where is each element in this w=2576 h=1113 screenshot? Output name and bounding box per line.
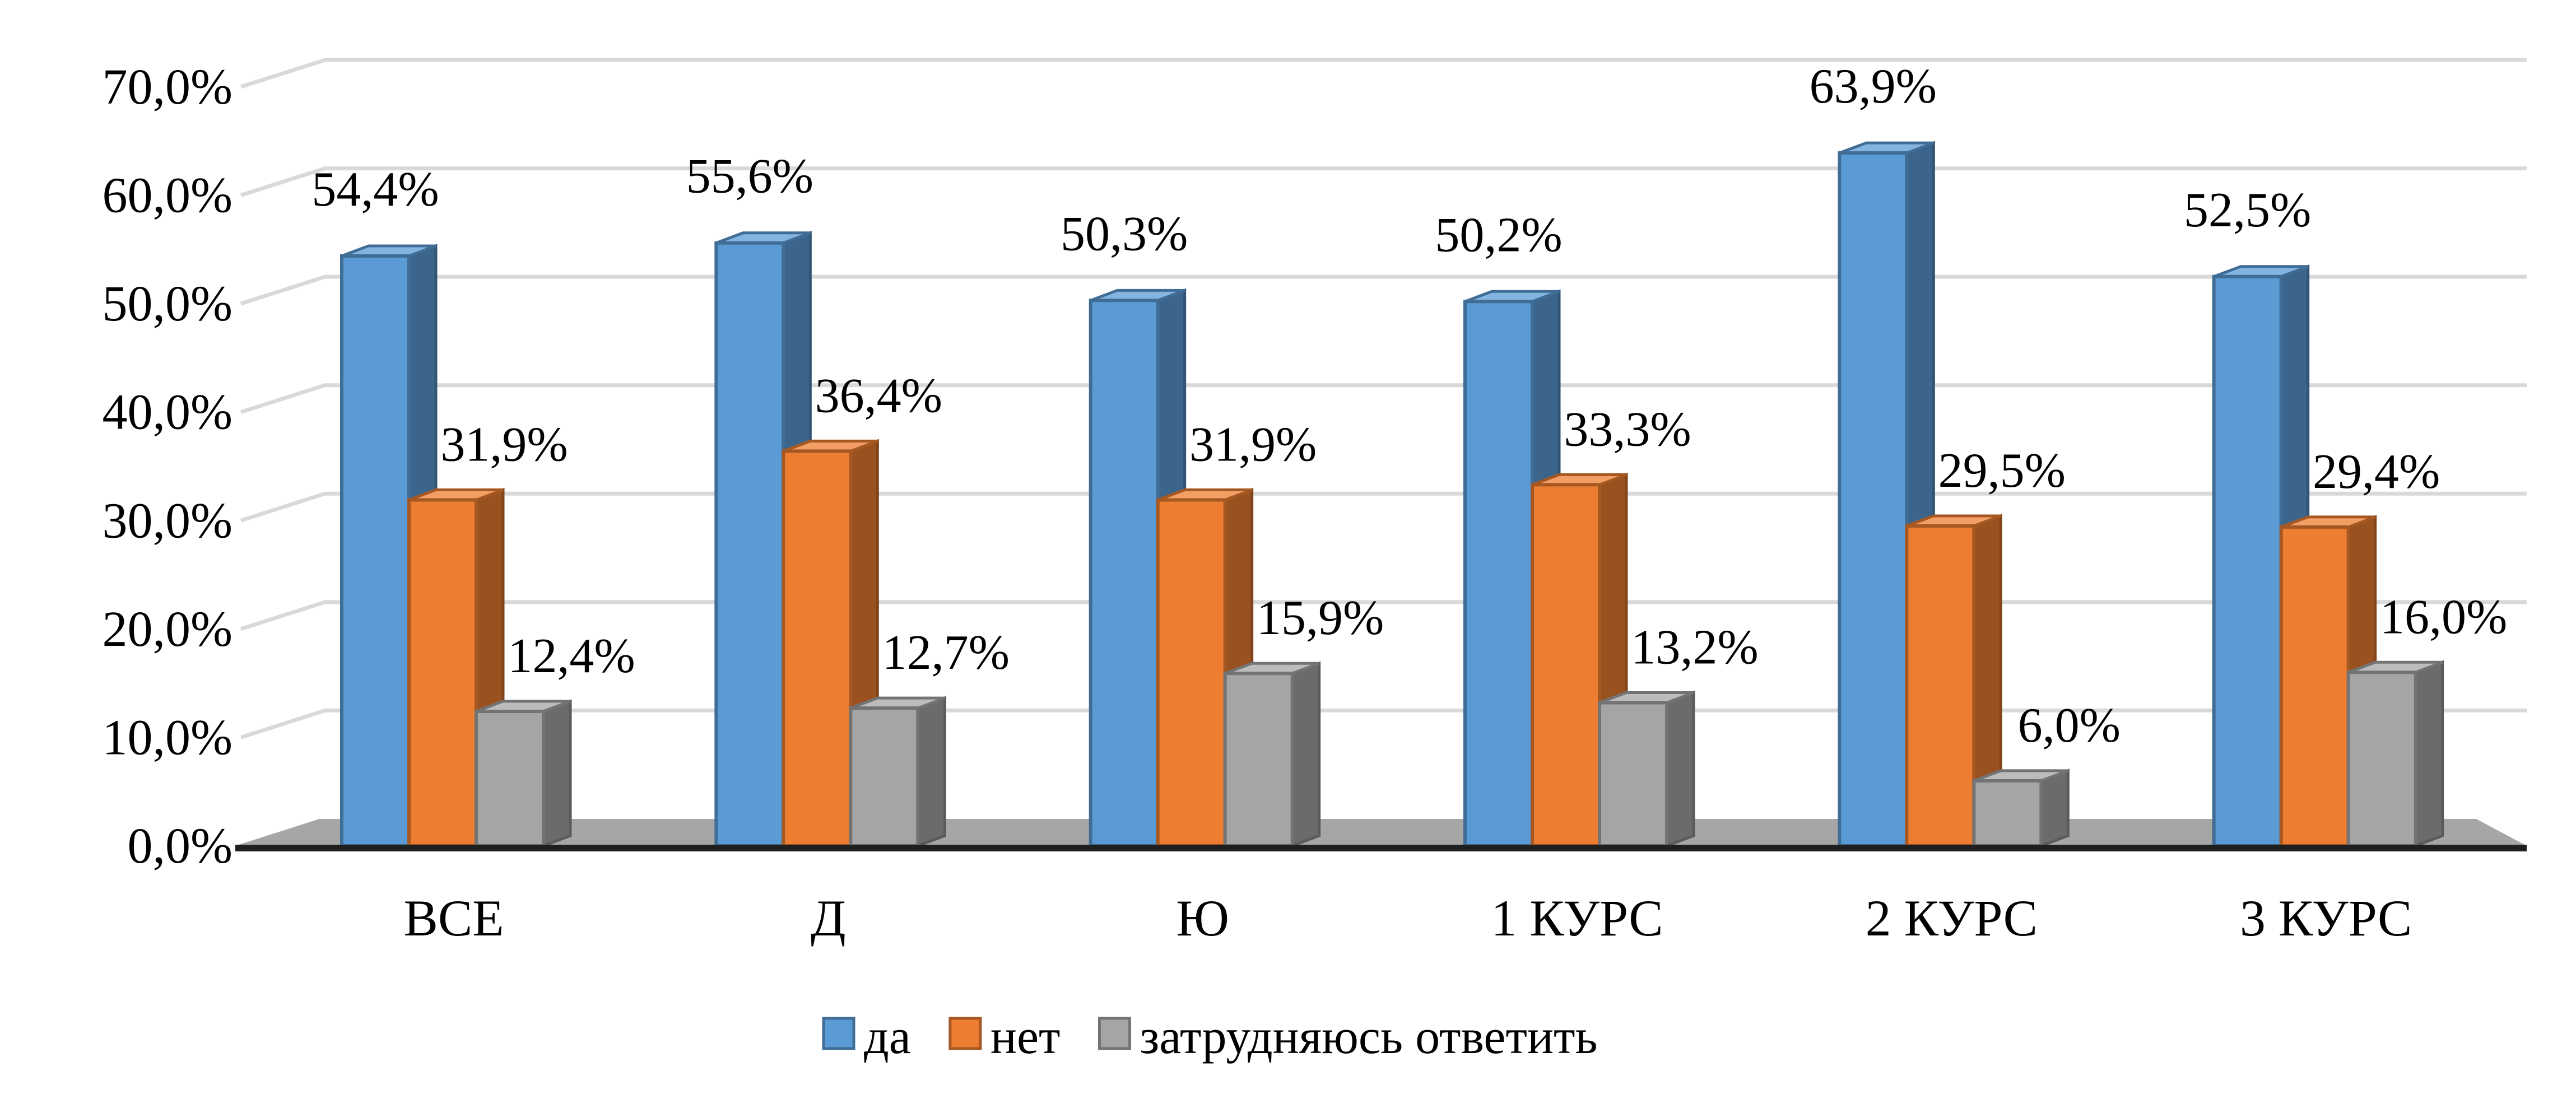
x-category-label: 3 КУРС <box>2240 890 2412 947</box>
data-labels-layer: 54,4% 31,9% 12,4% 55,6% 36,4% 12,7% 50,3% 31,9%… <box>311 59 2507 753</box>
data-label-1-6: 52,5% <box>2184 183 2311 237</box>
data-label-3-3: 15,9% <box>1257 591 1384 645</box>
data-label-1-5: 63,9% <box>1810 59 1937 114</box>
chart-floor-plane <box>235 819 2527 846</box>
y-tick-label: 30,0% <box>103 493 233 548</box>
x-category-label: Ю <box>1176 890 1229 947</box>
data-label-3-5: 6,0% <box>2018 698 2121 753</box>
y-tick-label: 70,0% <box>103 59 233 115</box>
gridline <box>240 166 2527 197</box>
legend-label: да <box>864 1010 911 1064</box>
x-category-label: Д <box>811 890 846 947</box>
gridline <box>240 383 2527 415</box>
x-category-label: 2 КУРС <box>1866 890 2038 947</box>
data-label-1-4: 50,2% <box>1435 208 1562 262</box>
gridline <box>240 274 2527 306</box>
data-label-2-1: 31,9% <box>440 418 568 472</box>
legend-swatch <box>822 1017 855 1050</box>
legend-item-2: нет <box>948 1010 1061 1064</box>
data-label-2-2: 36,4% <box>815 369 942 423</box>
legend-label: нет <box>991 1010 1061 1064</box>
y-tick-label: 50,0% <box>103 276 233 332</box>
data-label-3-2: 12,7% <box>882 626 1010 680</box>
y-tick-label: 20,0% <box>103 602 233 657</box>
data-label-3-6: 16,0% <box>2380 590 2507 644</box>
data-label-1-2: 55,6% <box>686 150 813 204</box>
gridline <box>240 708 2527 739</box>
legend-swatch <box>948 1017 982 1050</box>
bar-3-4 <box>1598 690 1695 848</box>
y-tick-label: 0,0% <box>128 818 233 874</box>
data-label-2-3: 31,9% <box>1189 418 1317 472</box>
data-label-2-6: 29,4% <box>2313 445 2440 499</box>
x-category-label: 1 КУРС <box>1491 890 1663 947</box>
legend-item-3: затрудняюсь ответить <box>1098 1010 1598 1064</box>
bar-3-2 <box>849 696 946 848</box>
gridline <box>240 600 2527 631</box>
gridline <box>240 58 2527 89</box>
bar-3-3 <box>1223 661 1321 848</box>
data-label-2-5: 29,5% <box>1938 444 2066 498</box>
legend: да нет затрудняюсь ответить <box>822 1010 1598 1064</box>
bars-layer <box>340 141 2444 848</box>
legend-label: затрудняюсь ответить <box>1140 1010 1597 1064</box>
data-label-3-1: 12,4% <box>508 629 635 683</box>
legend-item-1: да <box>822 1010 911 1064</box>
bar-3-5 <box>1972 769 2070 848</box>
legend-swatch <box>1098 1017 1131 1050</box>
bar-2-4 <box>1531 472 1628 848</box>
data-label-1-3: 50,3% <box>1061 207 1188 261</box>
bar-3-6 <box>2346 660 2444 848</box>
bar-3-1 <box>475 699 572 848</box>
grid-layer <box>240 58 2527 739</box>
y-tick-label: 10,0% <box>103 710 233 765</box>
x-category-label: ВСЕ <box>404 890 504 947</box>
data-label-1-1: 54,4% <box>311 162 439 217</box>
data-label-2-4: 33,3% <box>1564 402 1691 457</box>
data-label-3-4: 13,2% <box>1631 620 1758 674</box>
chart-floor <box>235 819 2527 846</box>
y-tick-label: 60,0% <box>103 168 233 223</box>
gridline <box>240 491 2527 523</box>
axis-layer: 0,0% 10,0% 20,0% 30,0% 40,0% 50,0% 60,0% 70,0% В… <box>103 59 2527 947</box>
y-tick-label: 40,0% <box>103 385 233 440</box>
